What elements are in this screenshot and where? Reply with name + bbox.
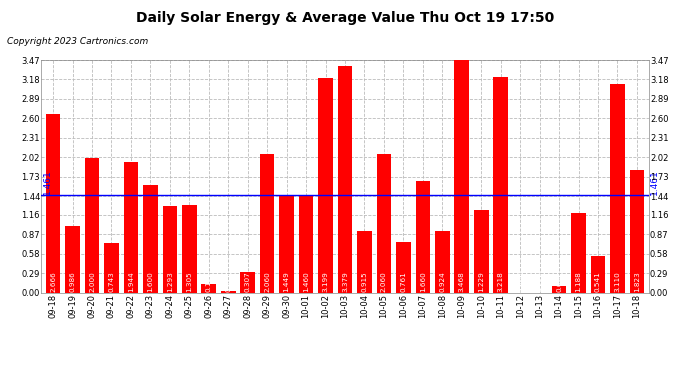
Bar — [629, 170, 644, 292]
Text: 0.307: 0.307 — [245, 272, 250, 292]
Bar — [279, 195, 294, 292]
Text: 0.915: 0.915 — [362, 272, 368, 292]
Text: Copyright 2023 Cartronics.com: Copyright 2023 Cartronics.com — [7, 38, 148, 46]
Text: 2.060: 2.060 — [264, 272, 270, 292]
Text: 1.600: 1.600 — [148, 272, 153, 292]
Bar — [493, 77, 508, 292]
Text: 1.460: 1.460 — [303, 272, 309, 292]
Bar — [299, 195, 313, 292]
Bar — [182, 205, 197, 292]
Bar — [552, 286, 566, 292]
Bar — [610, 84, 624, 292]
Bar — [318, 78, 333, 292]
Bar — [221, 291, 235, 292]
Text: 3.379: 3.379 — [342, 272, 348, 292]
Bar — [357, 231, 372, 292]
Text: 2.000: 2.000 — [89, 272, 95, 292]
Text: 2.666: 2.666 — [50, 272, 56, 292]
Text: 0.000: 0.000 — [517, 272, 523, 292]
Text: 1.823: 1.823 — [634, 272, 640, 292]
Bar — [260, 154, 275, 292]
Text: 1.293: 1.293 — [167, 272, 173, 292]
Bar — [104, 243, 119, 292]
Bar — [240, 272, 255, 292]
Bar — [85, 159, 99, 292]
Bar — [415, 181, 430, 292]
Text: 0.000: 0.000 — [537, 272, 542, 292]
Text: 1.188: 1.188 — [575, 272, 582, 292]
Text: 0.092: 0.092 — [556, 272, 562, 292]
Text: 1.461: 1.461 — [650, 169, 659, 195]
Text: 0.986: 0.986 — [70, 272, 75, 292]
Bar — [337, 66, 353, 292]
Bar — [435, 231, 450, 292]
Text: 0.541: 0.541 — [595, 272, 601, 292]
Text: 1.305: 1.305 — [186, 272, 193, 292]
Text: 2.060: 2.060 — [381, 272, 387, 292]
Text: Daily Solar Energy & Average Value Thu Oct 19 17:50: Daily Solar Energy & Average Value Thu O… — [136, 11, 554, 25]
Bar — [163, 206, 177, 292]
Bar — [455, 60, 469, 292]
Bar — [201, 284, 216, 292]
Bar — [474, 210, 489, 292]
Text: 1.660: 1.660 — [420, 272, 426, 292]
Bar — [46, 114, 61, 292]
Text: 0.025: 0.025 — [225, 272, 231, 292]
Bar — [124, 162, 138, 292]
Text: 3.199: 3.199 — [322, 272, 328, 292]
Text: 1.229: 1.229 — [478, 272, 484, 292]
Text: 3.218: 3.218 — [497, 272, 504, 292]
Text: 0.761: 0.761 — [400, 272, 406, 292]
Text: 1.944: 1.944 — [128, 272, 134, 292]
Text: 3.468: 3.468 — [459, 272, 465, 292]
Text: 1.461: 1.461 — [43, 169, 52, 195]
Text: 3.110: 3.110 — [615, 272, 620, 292]
Text: 0.743: 0.743 — [108, 272, 115, 292]
Bar — [591, 256, 605, 292]
Text: 0.924: 0.924 — [440, 272, 445, 292]
Bar — [377, 154, 391, 292]
Bar — [66, 226, 80, 292]
Text: 0.131: 0.131 — [206, 272, 212, 292]
Text: 1.449: 1.449 — [284, 272, 290, 292]
Bar — [396, 242, 411, 292]
Bar — [143, 185, 158, 292]
Bar — [571, 213, 586, 292]
